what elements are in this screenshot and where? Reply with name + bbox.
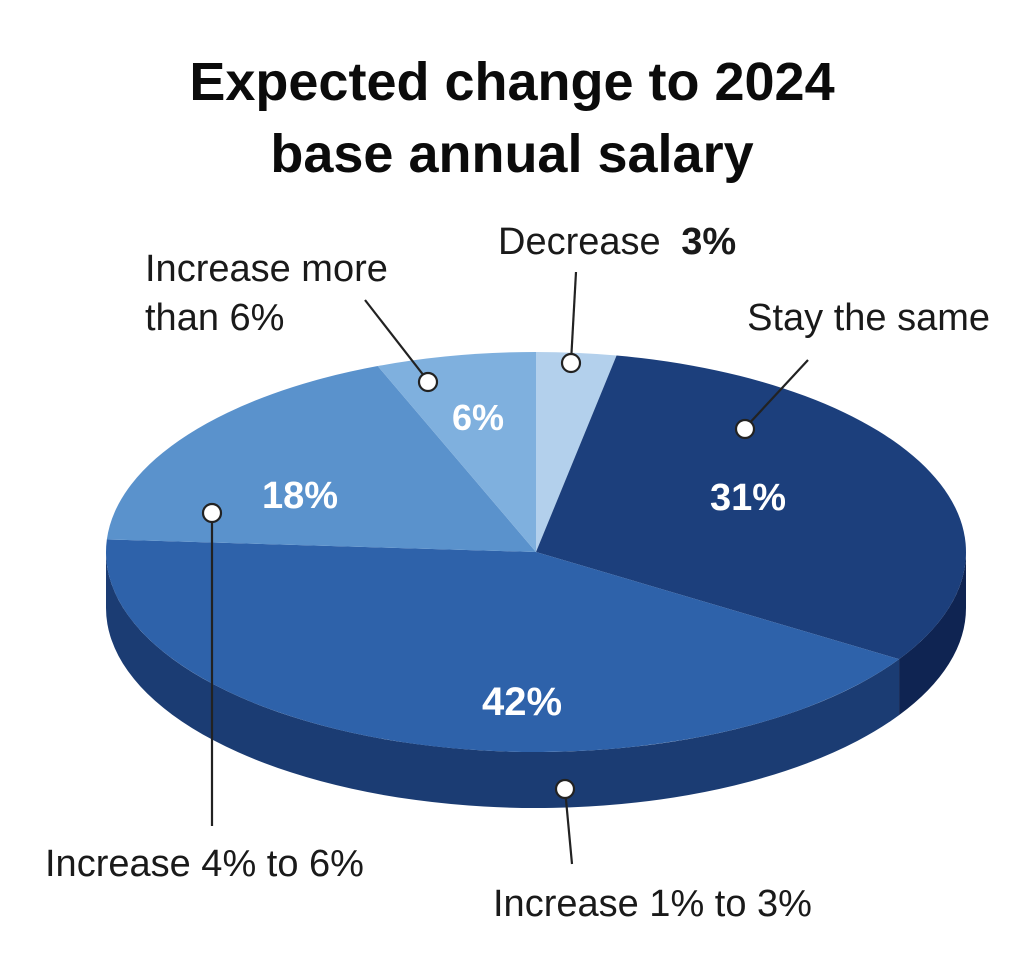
category-label-increase-more-than-6-line-1: Increase more [145, 248, 388, 290]
leader-decrease [560, 271, 582, 374]
pie-side-wall [105, 552, 966, 808]
leader-stay-the-same [734, 359, 809, 440]
slice-value-increase-more-than-6: 6% [452, 397, 504, 438]
slice-value-increase-1-to-3: 42% [482, 680, 562, 724]
leader-increase-4-to-6 [201, 502, 223, 826]
category-label-increase-more-than-6-line-2: than 6% [145, 297, 284, 339]
slice-value-stay-the-same: 31% [710, 477, 786, 519]
slice-side-stay-the-same [899, 552, 966, 716]
leader-increase-1-to-3 [554, 778, 576, 865]
category-label-decrease-value: 3% [681, 221, 736, 263]
chart-title-line-2: base annual salary [270, 124, 753, 184]
category-label-increase-4-to-6: Increase 4% to 6% [45, 843, 364, 885]
slice-increase-more-than-6 [377, 352, 536, 552]
slice-decrease [536, 352, 617, 552]
chart-title-line-1: Expected change to 2024 [189, 52, 834, 112]
category-label-increase-1-to-3: Increase 1% to 3% [493, 883, 812, 925]
slice-increase-1-to-3 [105, 539, 900, 753]
slice-side-increase-1-to-3 [105, 552, 900, 808]
category-label-decrease-text: Decrease [498, 221, 661, 263]
category-label-stay-the-same: Stay the same [747, 297, 990, 339]
leader-increase-more-than-6 [364, 299, 439, 393]
category-label-decrease: Decrease 3% [498, 221, 736, 263]
slice-value-increase-4-to-6: 18% [262, 475, 338, 517]
slice-stay-the-same [536, 355, 966, 660]
